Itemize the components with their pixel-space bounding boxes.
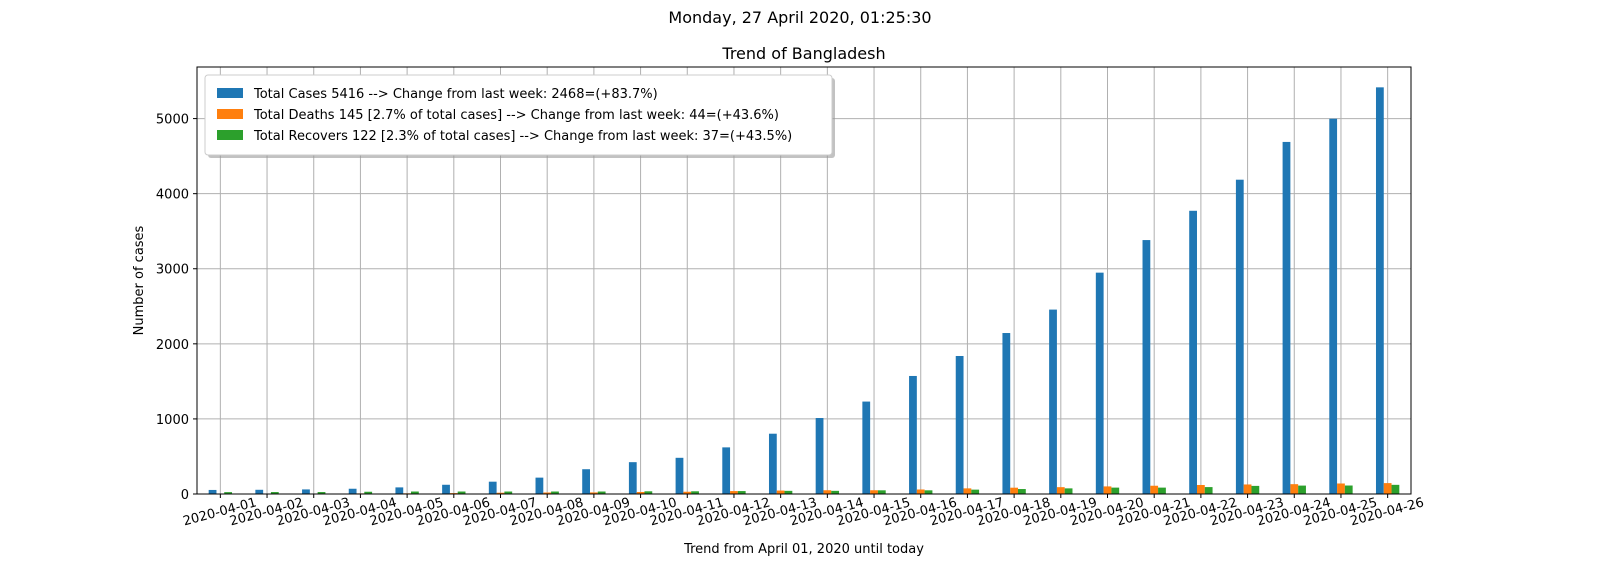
bar-series-3 — [1391, 484, 1400, 494]
bar-series-1 — [535, 477, 544, 494]
bar-series-3 — [831, 490, 840, 494]
bar-series-1 — [208, 489, 217, 494]
y-tick-label: 4000 — [156, 188, 189, 203]
bar-series-1 — [955, 355, 964, 494]
bar-series-2 — [496, 492, 505, 494]
legend-entry: Total Recovers 122 [2.3% of total cases]… — [253, 129, 792, 144]
bar-series-3 — [504, 491, 513, 494]
bar-series-3 — [784, 490, 793, 494]
bar-series-1 — [862, 401, 871, 494]
bar-series-2 — [730, 491, 738, 494]
y-tick-label: 3000 — [156, 263, 189, 278]
bar-series-3 — [1158, 487, 1166, 494]
bar-series-3 — [224, 492, 233, 494]
bar-series-3 — [1018, 489, 1026, 494]
y-tick-label: 1000 — [156, 413, 189, 428]
bar-series-3 — [551, 491, 559, 494]
bar-series-1 — [348, 488, 357, 494]
bar-series-3 — [737, 491, 746, 494]
bar-series-2 — [776, 490, 785, 494]
bar-series-1 — [1189, 210, 1197, 494]
y-axis-label: Number of cases — [132, 225, 147, 335]
bar-series-2 — [1383, 483, 1392, 494]
bar-series-1 — [815, 418, 824, 494]
figure-suptitle: Monday, 27 April 2020, 01:25:30 — [668, 8, 932, 27]
legend: Total Cases 5416 --> Change from last we… — [204, 74, 835, 158]
bar-series-1 — [1142, 240, 1151, 494]
legend-swatch — [217, 109, 243, 119]
bar-series-1 — [628, 462, 637, 494]
bar-series-2 — [1056, 487, 1065, 494]
bar-series-1 — [1375, 87, 1384, 495]
bar-series-1 — [1002, 333, 1011, 494]
legend-box — [204, 74, 833, 156]
bar-series-1 — [488, 481, 497, 494]
bar-series-2 — [1196, 484, 1205, 494]
x-axis-label: Trend from April 01, 2020 until today — [683, 542, 924, 557]
bar-series-3 — [971, 489, 980, 494]
bar-series-3 — [317, 492, 326, 494]
bar-series-1 — [1282, 141, 1291, 494]
bar-series-3 — [411, 491, 419, 494]
bar-series-2 — [636, 491, 645, 494]
y-tick-label: 5000 — [156, 113, 189, 128]
bars — [208, 87, 1400, 495]
bar-series-2 — [1103, 486, 1112, 494]
bar-series-3 — [644, 491, 653, 494]
bar-series-3 — [1204, 487, 1213, 494]
chart-title: Trend of Bangladesh — [721, 44, 885, 63]
bar-series-1 — [1049, 309, 1057, 494]
bar-series-2 — [1010, 487, 1019, 494]
bar-series-3 — [1111, 487, 1120, 494]
bar-series-2 — [589, 492, 598, 494]
bar-series-2 — [543, 492, 552, 494]
bar-series-2 — [916, 489, 925, 494]
bar-series-2 — [1337, 483, 1345, 494]
bar-series-1 — [1235, 179, 1244, 494]
bar-series-3 — [364, 491, 373, 494]
bar-series-3 — [1298, 485, 1306, 494]
bar-series-3 — [597, 491, 606, 494]
bar-series-1 — [255, 489, 264, 494]
bar-series-3 — [691, 491, 699, 494]
bar-series-2 — [1243, 484, 1252, 494]
bar-series-3 — [270, 492, 279, 494]
bar-series-2 — [870, 490, 878, 494]
bar-series-3 — [1251, 485, 1260, 494]
legend-entry: Total Cases 5416 --> Change from last we… — [253, 87, 658, 102]
bar-series-1 — [768, 433, 777, 494]
bar-series-3 — [924, 490, 933, 494]
plot-frame — [196, 66, 1412, 495]
bar-series-2 — [823, 490, 832, 494]
y-ticks: 0 1000 2000 3000 4000 5000 — [156, 113, 197, 503]
legend-swatch — [217, 130, 243, 140]
bar-series-1 — [395, 487, 404, 494]
bar-series-2 — [683, 491, 692, 494]
bar-series-3 — [1064, 488, 1073, 494]
bar-series-2 — [1150, 485, 1159, 494]
bar-series-1 — [675, 457, 684, 494]
bar-series-1 — [302, 489, 310, 494]
bar-series-1 — [582, 469, 590, 494]
bar-series-3 — [1344, 485, 1353, 494]
bar-series-1 — [442, 484, 450, 494]
x-ticks: 2020-04-012020-04-022020-04-032020-04-04… — [181, 494, 1426, 529]
bar-series-1 — [1329, 118, 1338, 495]
y-tick-label: 0 — [181, 488, 189, 503]
y-tick-label: 2000 — [156, 338, 189, 353]
bar-series-1 — [722, 447, 731, 494]
bar-series-1 — [1095, 272, 1104, 494]
bar-series-2 — [1290, 484, 1299, 494]
legend-entry: Total Deaths 145 [2.7% of total cases] -… — [253, 108, 779, 123]
bar-series-2 — [963, 488, 972, 494]
legend-swatch — [217, 88, 243, 98]
bar-series-3 — [877, 490, 886, 494]
bar-series-3 — [457, 491, 466, 494]
bar-series-1 — [909, 375, 917, 494]
